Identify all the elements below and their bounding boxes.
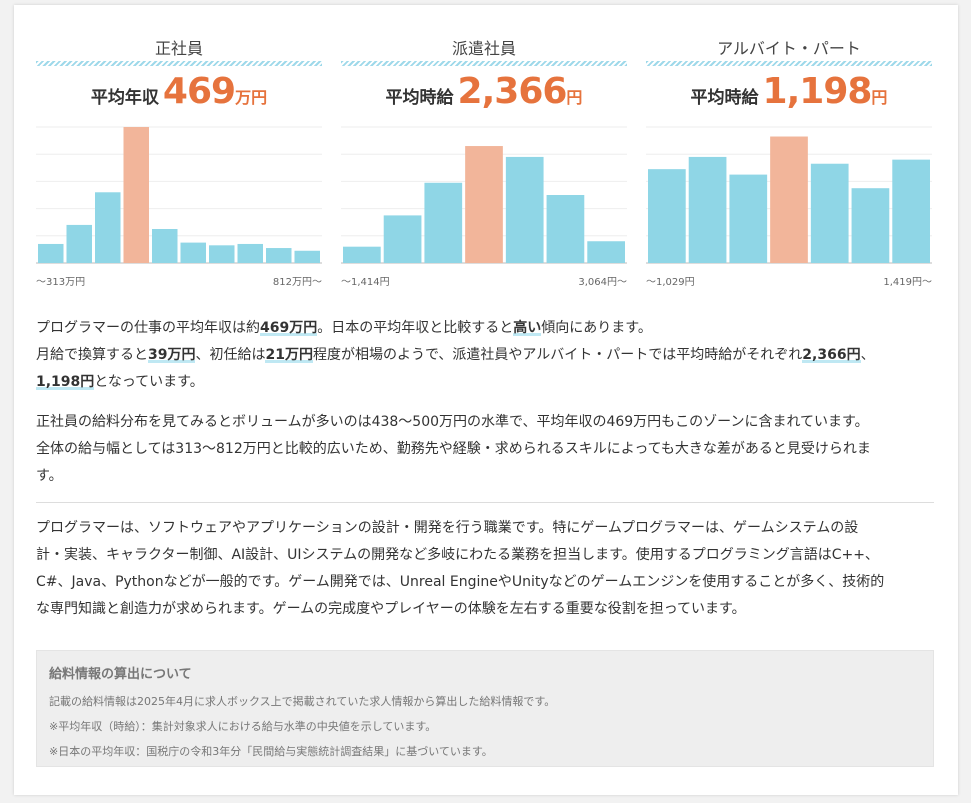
summary-line: 1,198円となっています。 bbox=[36, 369, 936, 396]
chart-bar bbox=[383, 215, 422, 263]
section-divider bbox=[36, 502, 934, 503]
summary-line: プログラマーの仕事の平均年収は約469万円。日本の平均年収と比較すると高い傾向に… bbox=[36, 315, 936, 342]
text: プログラマーの仕事の平均年収は約 bbox=[36, 320, 260, 336]
salary-card: 正社員 平均年収 469万円 ～313万円 812万円～ 派遣社員 平均時給 2,3… bbox=[14, 5, 958, 795]
metric-label: 平均時給 bbox=[385, 88, 454, 108]
paragraph-line: C#、Java、Pythonなどが一般的です。ゲーム開発では、Unreal En… bbox=[36, 574, 885, 590]
average-unit: 円 bbox=[871, 88, 888, 107]
chart-bar bbox=[688, 156, 727, 263]
average-value: 2,366 bbox=[457, 71, 568, 112]
chart-bar-highlight bbox=[770, 136, 808, 263]
title-underline bbox=[341, 61, 627, 66]
text: 。日本の平均年収と比較すると bbox=[317, 320, 514, 336]
text: 月給で換算すると bbox=[36, 347, 148, 363]
salary-summary: プログラマーの仕事の平均年収は約469万円。日本の平均年収と比較すると高い傾向に… bbox=[36, 315, 936, 396]
paragraph-line: 計・実装、キャラクター制御、AI設計、UIシステムの開発など多岐にわたる業務を担… bbox=[36, 547, 879, 563]
text: 、 bbox=[860, 347, 875, 363]
paragraph-line: 正社員の給料分布を見てみるとボリュームが多いのは438～500万円の水準で、平均… bbox=[36, 414, 869, 430]
monthly-salary-highlight: 39万円 bbox=[148, 347, 196, 363]
chart-bar bbox=[587, 241, 625, 263]
chart-bar bbox=[343, 246, 381, 263]
text: 傾向にあります。 bbox=[541, 320, 652, 336]
chart-bar bbox=[237, 243, 263, 263]
chart-bar bbox=[294, 250, 320, 263]
annual-salary-highlight: 469万円 bbox=[260, 320, 318, 336]
distribution-chart bbox=[341, 126, 627, 264]
note-line: 記載の給料情報は2025年4月に求人ボックス上で掲載されていた求人情報から算出し… bbox=[49, 695, 556, 708]
range-min-label: ～313万円 bbox=[36, 277, 86, 288]
text: 、初任給は bbox=[195, 347, 266, 363]
chart-bar bbox=[648, 169, 686, 263]
chart-bar bbox=[424, 182, 463, 263]
range-max-label: 812万円～ bbox=[272, 277, 322, 288]
paragraph-line: な専門知識と創造力が求められます。ゲームの完成度やプレイヤーの体験を左右する重要… bbox=[36, 601, 746, 617]
note-title: 給料情報の算出について bbox=[49, 667, 192, 682]
average-value: 1,198 bbox=[762, 71, 873, 112]
chart-bar bbox=[729, 174, 768, 263]
chart-bar bbox=[38, 243, 64, 263]
distribution-chart bbox=[646, 126, 932, 264]
range-min-label: ～1,414円 bbox=[341, 277, 390, 288]
range-max-label: 1,419円～ bbox=[883, 277, 932, 288]
range-max-label: 3,064円～ bbox=[578, 277, 627, 288]
calculation-note-box: 給料情報の算出について 記載の給料情報は2025年4月に求人ボックス上で掲載され… bbox=[36, 650, 934, 767]
average-value: 469 bbox=[162, 71, 236, 112]
paragraph-line: プログラマーは、ソフトウェアやアプリケーションの設計・開発を行う職業です。特にゲ… bbox=[36, 520, 859, 536]
average-headline: 平均年収 469万円 bbox=[36, 71, 322, 112]
chart-bar bbox=[810, 163, 849, 263]
chart-bar bbox=[505, 156, 544, 263]
paragraph-line: 全体の給与幅としては313～812万円と比較的広いため、勤務先や経験・求められる… bbox=[36, 441, 871, 457]
chart-bar bbox=[209, 245, 235, 263]
chart-bar bbox=[266, 248, 292, 263]
paragraph-line: す。 bbox=[36, 468, 63, 484]
chart-bar bbox=[66, 224, 92, 263]
summary-line: 月給で換算すると39万円、初任給は21万円程度が相場のようで、派遣社員やアルバイ… bbox=[36, 342, 936, 369]
average-headline: 平均時給 2,366円 bbox=[341, 71, 627, 112]
distribution-paragraph: 正社員の給料分布を見てみるとボリュームが多いのは438～500万円の水準で、平均… bbox=[36, 409, 936, 490]
title-underline bbox=[646, 61, 932, 66]
note-line: ※平均年収（時給）：集計対象求人における給与水準の中央値を示しています。 bbox=[49, 720, 437, 733]
job-description: プログラマーは、ソフトウェアやアプリケーションの設計・開発を行う職業です。特にゲ… bbox=[36, 515, 936, 623]
column-title: 派遣社員 bbox=[451, 39, 516, 58]
starting-salary-highlight: 21万円 bbox=[265, 347, 313, 363]
metric-label: 平均年収 bbox=[90, 88, 159, 108]
metric-label: 平均時給 bbox=[690, 88, 759, 108]
column-title: 正社員 bbox=[154, 39, 203, 58]
range-min-label: ～1,029円 bbox=[646, 277, 695, 288]
column-title: アルバイト・パート bbox=[717, 39, 861, 58]
part-wage-highlight: 1,198円 bbox=[36, 374, 95, 390]
title-underline bbox=[36, 61, 322, 66]
chart-bar-highlight bbox=[123, 127, 149, 263]
average-headline: 平均時給 1,198円 bbox=[646, 71, 932, 112]
note-line: ※日本の平均年収：国税庁の令和3年分「民間給与実態統計調査結果」に基づいています… bbox=[49, 745, 493, 758]
distribution-chart bbox=[36, 126, 322, 264]
comparison-highlight: 高い bbox=[513, 320, 542, 336]
average-unit: 円 bbox=[566, 88, 583, 107]
haken-wage-highlight: 2,366円 bbox=[802, 347, 861, 363]
chart-bar-highlight bbox=[465, 146, 503, 263]
text: となっています。 bbox=[94, 374, 204, 390]
chart-bar bbox=[95, 192, 121, 263]
average-unit: 万円 bbox=[235, 88, 268, 107]
chart-bar bbox=[152, 229, 178, 263]
chart-bar bbox=[180, 242, 206, 263]
text: 程度が相場のようで、派遣社員やアルバイト・パートでは平均時給がそれぞれ bbox=[312, 347, 803, 363]
chart-bar bbox=[851, 188, 890, 263]
chart-bar bbox=[892, 159, 930, 263]
chart-bar bbox=[546, 195, 585, 263]
